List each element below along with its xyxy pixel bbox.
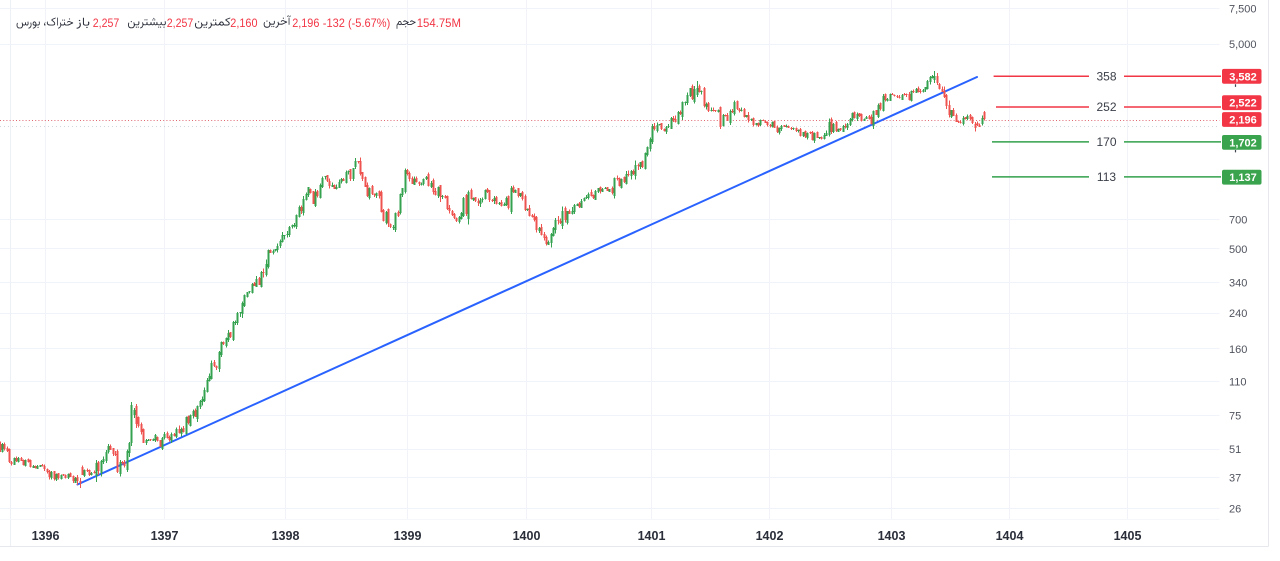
svg-text:240: 240 — [1229, 308, 1247, 320]
svg-text:160: 160 — [1229, 344, 1247, 356]
svg-text:1405: 1405 — [1114, 529, 1142, 543]
svg-text:1,702: 1,702 — [1229, 137, 1257, 149]
svg-text:252: 252 — [1096, 100, 1116, 114]
svg-text:2,160: 2,160 — [230, 16, 257, 30]
svg-text:358: 358 — [1096, 70, 1116, 84]
svg-text:700: 700 — [1229, 214, 1247, 226]
svg-text:500: 500 — [1229, 244, 1247, 256]
svg-text:7,500: 7,500 — [1229, 4, 1257, 16]
svg-text:2,196: 2,196 — [292, 16, 319, 30]
svg-text:-132 (-5.67%): -132 (-5.67%) — [323, 16, 391, 30]
svg-text:3,582: 3,582 — [1229, 71, 1257, 83]
svg-text:2,196: 2,196 — [1229, 115, 1257, 127]
svg-text:1,137: 1,137 — [1229, 172, 1257, 184]
svg-text:2,257: 2,257 — [167, 16, 194, 30]
svg-text:37: 37 — [1229, 472, 1241, 484]
svg-text:1399: 1399 — [394, 529, 422, 543]
svg-text:1402: 1402 — [756, 529, 784, 543]
svg-text:340: 340 — [1229, 278, 1247, 290]
svg-text:113: 113 — [1097, 170, 1116, 184]
svg-text:170: 170 — [1096, 135, 1116, 149]
svg-text:154.75M: 154.75M — [417, 16, 461, 30]
svg-text:1403: 1403 — [878, 529, 906, 543]
svg-text:1400: 1400 — [513, 529, 541, 543]
svg-text:2,257: 2,257 — [93, 16, 120, 30]
svg-text:1398: 1398 — [272, 529, 300, 543]
svg-text:75: 75 — [1229, 410, 1241, 422]
svg-text:2,522: 2,522 — [1229, 98, 1257, 110]
svg-text:1401: 1401 — [638, 529, 666, 543]
svg-text:51: 51 — [1229, 444, 1241, 456]
svg-text:1396: 1396 — [32, 529, 60, 543]
svg-text:1397: 1397 — [151, 529, 179, 543]
svg-text:110: 110 — [1229, 377, 1247, 389]
svg-text:26: 26 — [1229, 503, 1241, 515]
svg-text:1404: 1404 — [996, 529, 1024, 543]
svg-text:5,000: 5,000 — [1229, 39, 1257, 51]
